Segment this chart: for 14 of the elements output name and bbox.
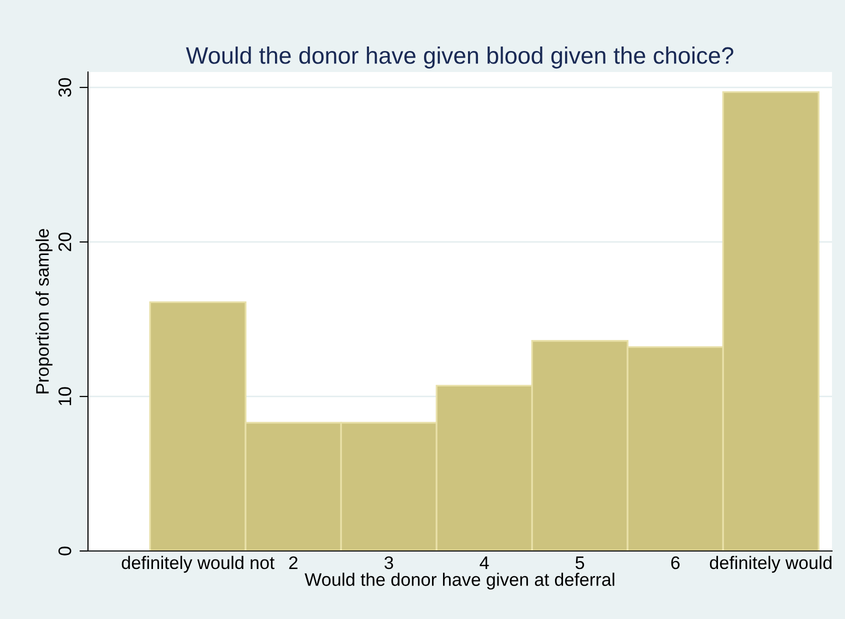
x-tick-label: 6 <box>671 556 680 570</box>
y-tick-label: 10 <box>58 387 72 406</box>
x-tick-label: 4 <box>480 556 489 569</box>
y-tick-label: 0 <box>58 546 72 556</box>
x-tick-label: definitely would not <box>122 556 274 573</box>
x-tick-label: definitely would <box>710 556 832 573</box>
y-axis-title: Proportion of sample <box>36 228 52 394</box>
y-tick-label: 30 <box>58 78 72 97</box>
x-tick-label: 2 <box>289 556 298 569</box>
chart-title: Would the donor have given blood given the choice? <box>186 46 734 69</box>
y-tick-label: 20 <box>58 232 72 252</box>
x-tick-label: 5 <box>576 556 584 570</box>
x-axis-title: Would the donor have given at deferral <box>304 572 614 590</box>
x-tick-label: 3 <box>384 556 394 570</box>
